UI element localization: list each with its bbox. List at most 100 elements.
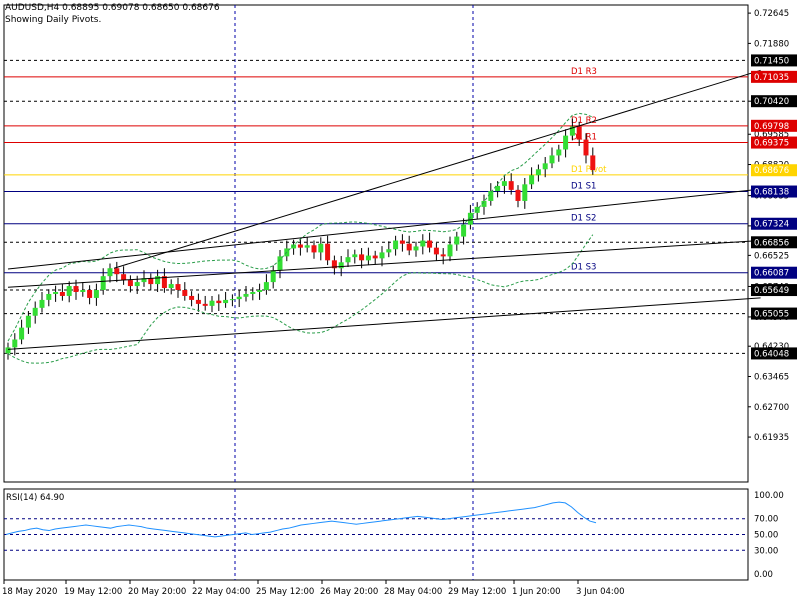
candle-body <box>114 268 120 275</box>
price-tick-label: 0.66525 <box>754 251 789 261</box>
price-marker-box <box>751 119 797 132</box>
candle-body <box>189 295 195 300</box>
candle-body <box>155 276 161 285</box>
candle-body <box>535 169 541 176</box>
candle-body <box>386 249 392 253</box>
rsi-tick-label: 70.00 <box>754 515 778 525</box>
candle-body <box>331 260 337 269</box>
candle-body <box>440 254 446 257</box>
candle-body <box>318 243 324 253</box>
candle-body <box>304 245 310 248</box>
candle-body <box>12 339 18 348</box>
candle-body <box>515 189 521 201</box>
candle-body <box>100 276 106 291</box>
candle-body <box>134 282 140 287</box>
price-marker-box <box>751 307 797 320</box>
candle-body <box>209 300 215 306</box>
price-marker-box <box>751 95 797 108</box>
time-tick-label: 1 Jun 20:00 <box>512 587 561 597</box>
price-tick-label: 0.71880 <box>754 39 789 49</box>
candle-body <box>372 255 378 259</box>
rsi-label: RSI(14) 64.90 <box>6 493 64 503</box>
pivot-label: D1 S2 <box>571 214 596 224</box>
price-marker-label: 0.68676 <box>754 166 789 176</box>
candle-body <box>576 126 582 140</box>
candle-body <box>223 299 229 304</box>
candle-body <box>216 300 222 304</box>
price-marker-label: 0.70420 <box>754 97 789 107</box>
pivot-label: D1 R3 <box>571 67 597 77</box>
rsi-tick-label: 30.00 <box>754 546 778 556</box>
candle-body <box>406 243 412 251</box>
candle-body <box>433 247 439 255</box>
rsi-tick-label: 0.00 <box>754 570 773 580</box>
price-marker-box <box>751 266 797 279</box>
price-marker-label: 0.66856 <box>754 238 789 248</box>
candle-body <box>243 293 249 297</box>
candle-body <box>461 224 467 237</box>
candle-body <box>393 240 399 250</box>
rsi-line <box>5 501 597 538</box>
candle-body <box>195 299 201 304</box>
candle-body <box>488 191 494 201</box>
candle-body <box>311 245 317 253</box>
candle-body <box>175 284 181 291</box>
price-marker-box <box>751 236 797 249</box>
candle-body <box>583 139 589 156</box>
candle-body <box>141 278 147 283</box>
candle-body <box>399 240 405 244</box>
price-tick-label: 0.61935 <box>754 433 789 443</box>
candle-body <box>19 327 25 340</box>
candle-body <box>379 252 385 259</box>
price-marker-box <box>751 185 797 198</box>
candle-body <box>32 307 38 316</box>
price-tick-label: 0.69585 <box>754 130 789 140</box>
candle-body <box>87 290 93 298</box>
candle-body <box>25 315 31 328</box>
price-marker-label: 0.69798 <box>754 122 789 132</box>
candle-body <box>66 286 72 296</box>
candle-body <box>107 268 113 277</box>
symbol-header: AUDUSD,H4 0.68895 0.69078 0.68650 0.6867… <box>5 3 220 13</box>
candle-body <box>365 255 371 261</box>
candle-body <box>345 257 351 263</box>
price-marker-box <box>751 70 797 83</box>
price-marker-box <box>751 347 797 360</box>
pivot-label: D1 R1 <box>571 133 597 143</box>
price-marker-label: 0.65055 <box>754 310 789 320</box>
candle-body <box>501 181 507 186</box>
candle-body <box>297 244 303 248</box>
time-tick-label: 3 Jun 04:00 <box>576 587 625 597</box>
price-tick-label: 0.72645 <box>754 9 789 19</box>
time-tick-label: 18 May 2020 <box>2 587 57 597</box>
time-tick-label: 26 May 20:00 <box>320 587 378 597</box>
candle-body <box>73 286 79 292</box>
trend-line <box>113 69 761 269</box>
trend-line <box>7 188 761 270</box>
price-tick-label: 0.63465 <box>754 373 789 383</box>
candle-body <box>529 175 535 185</box>
candle-body <box>447 244 453 257</box>
candle-body <box>270 270 276 283</box>
pivot-label: D1 S1 <box>571 182 596 192</box>
candle-body <box>495 185 501 192</box>
candle-body <box>542 163 548 170</box>
candle-body <box>257 290 263 292</box>
candle-body <box>427 240 433 248</box>
price-marker-label: 0.68138 <box>754 188 789 198</box>
time-tick-label: 28 May 04:00 <box>384 587 442 597</box>
time-tick-label: 19 May 12:00 <box>64 587 122 597</box>
pivots-note: Showing Daily Pivots. <box>5 15 102 25</box>
candle-body <box>522 184 528 201</box>
candle-body <box>229 299 235 301</box>
rsi-tick-label: 50.00 <box>754 531 778 541</box>
candle-body <box>420 240 426 247</box>
candle-body <box>46 293 52 300</box>
candle-body <box>338 262 344 269</box>
candle-body <box>59 291 65 296</box>
trend-line <box>7 297 761 350</box>
price-panel-frame <box>3 4 749 483</box>
time-tick-label: 29 May 12:00 <box>448 587 506 597</box>
candle-body <box>352 254 358 258</box>
